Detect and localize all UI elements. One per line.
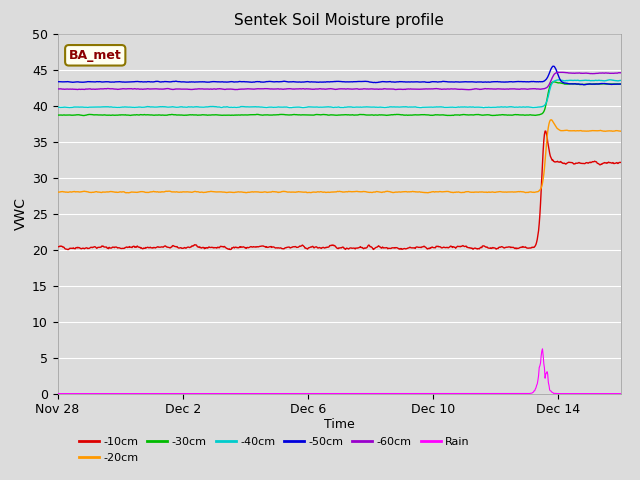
- Title: Sentek Soil Moisture profile: Sentek Soil Moisture profile: [234, 13, 444, 28]
- X-axis label: Time: Time: [324, 418, 355, 431]
- Y-axis label: VWC: VWC: [13, 197, 28, 230]
- Text: BA_met: BA_met: [69, 49, 122, 62]
- Legend: -10cm, -20cm, -30cm, -40cm, -50cm, -60cm, Rain: -10cm, -20cm, -30cm, -40cm, -50cm, -60cm…: [74, 433, 474, 467]
